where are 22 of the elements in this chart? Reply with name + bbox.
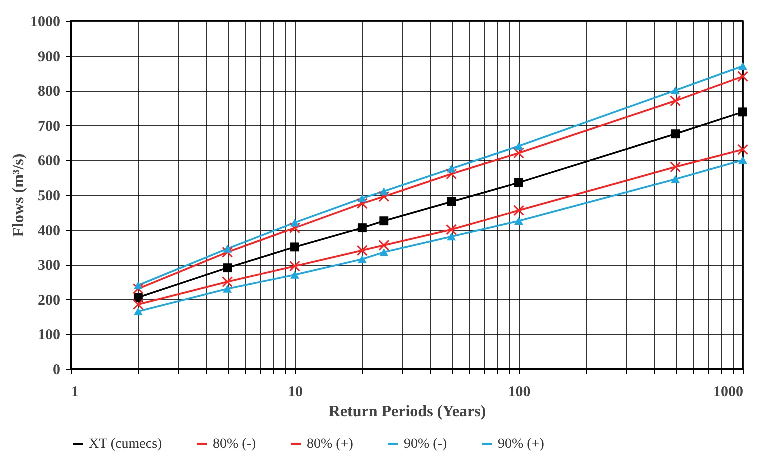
x-tick-label: 1 <box>72 384 79 400</box>
x-tick-label: 10 <box>288 384 303 400</box>
y-tick-label: 0 <box>53 362 60 378</box>
y-tick-label: 700 <box>38 118 60 135</box>
y-tick-label: 800 <box>38 84 60 100</box>
y-tick-label: 900 <box>38 49 60 66</box>
y-tick-label: 300 <box>38 258 60 274</box>
x-axis-title: Return Periods (Years) <box>328 404 486 420</box>
y-tick-label: 1000 <box>30 14 60 30</box>
x-tick-label: 1000 <box>714 384 744 400</box>
y-axis-title: Flows (m³/s) <box>10 154 28 238</box>
legend-label: 90% (-) <box>404 437 448 452</box>
y-tick-label: 100 <box>38 328 60 344</box>
legend-label: 90% (+) <box>498 437 545 452</box>
legend-label: XT (cumecs) <box>89 437 163 452</box>
y-tick-label: 500 <box>38 188 60 204</box>
y-tick-label: 400 <box>38 223 60 240</box>
y-tick-label: 200 <box>38 292 60 309</box>
legend-label: 80% (+) <box>307 437 354 452</box>
y-tick-label: 600 <box>38 154 60 170</box>
x-tick-label: 100 <box>508 384 531 400</box>
legend-label: 80% (-) <box>213 437 256 452</box>
